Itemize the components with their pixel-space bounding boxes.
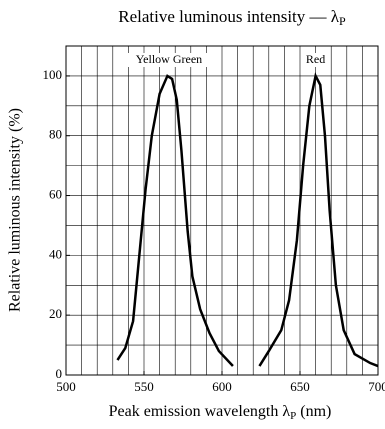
x-label-suffix: (nm) (296, 403, 331, 420)
y-tick-label: 20 (49, 306, 62, 321)
x-tick-label: 500 (56, 379, 76, 394)
chart-title: Relative luminous intensity — λP (118, 7, 346, 28)
label-bg (301, 53, 330, 67)
y-tick-label: 60 (49, 187, 62, 202)
x-tick-label: 550 (134, 379, 154, 394)
series-label: Yellow Green (136, 52, 202, 66)
title-text: Relative luminous intensity — λ (118, 7, 339, 26)
label-bg (126, 53, 211, 67)
y-tick-label: 80 (49, 127, 62, 142)
x-label-text: Peak emission wavelength λ (109, 403, 291, 420)
x-tick-label: 650 (290, 379, 310, 394)
x-tick-label: 700 (368, 379, 385, 394)
y-tick-label: 100 (43, 67, 63, 82)
series-label: Red (306, 52, 325, 66)
y-axis-label: Relative luminous intensity (%) (7, 108, 24, 312)
x-axis-label: Peak emission wavelength λP (nm) (109, 403, 332, 422)
y-tick-label: 0 (56, 366, 63, 381)
line-series (258, 72, 379, 368)
x-label-subscript: P (290, 410, 296, 422)
title-subscript: P (339, 14, 346, 28)
y-tick-label: 40 (49, 246, 62, 261)
line-series (116, 74, 234, 367)
x-tick-label: 600 (212, 379, 232, 394)
